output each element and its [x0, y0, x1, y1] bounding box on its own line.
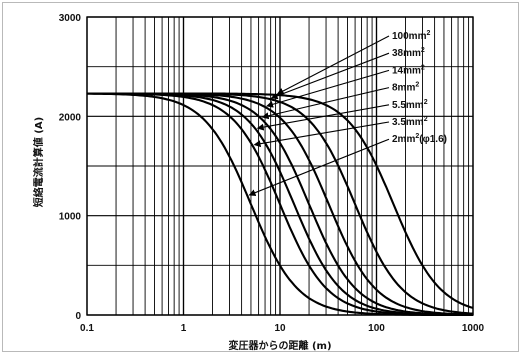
- x-tick-label: 1000: [462, 323, 485, 334]
- legend-arrow-5: [256, 104, 390, 131]
- legend-label-4: 8mm2: [392, 82, 419, 94]
- chart-frame: [2, 2, 519, 352]
- y-tick-labels: 0 1000 2000 3000: [59, 13, 82, 322]
- y-axis-label: 短絡電流計算値 (A): [32, 117, 45, 207]
- y-tick-label: 2000: [59, 112, 82, 123]
- legend-label-6: 3.5mm2: [392, 116, 428, 128]
- x-tick-label: 0.1: [80, 323, 94, 334]
- legend-label-2: 38mm2: [392, 47, 425, 59]
- plot-border: [86, 16, 474, 316]
- legend-arrow-2: [270, 52, 390, 100]
- x-tick-labels: 0.1 1 10 100 1000: [80, 323, 485, 334]
- x-tick-label: 10: [274, 323, 286, 334]
- x-tick-label: 100: [368, 323, 385, 334]
- legend-arrow-1: [276, 35, 390, 95]
- y-tick-label: 3000: [59, 13, 82, 24]
- grid-lines: [86, 16, 474, 316]
- y-tick-label: 1000: [59, 212, 82, 223]
- legend-label-5: 5.5mm2: [392, 99, 428, 111]
- x-axis-label: 変圧器からの距離 (m): [228, 339, 331, 352]
- legend-label-7: 2mm2(φ1.6): [392, 133, 447, 145]
- series-curves: [87, 92, 474, 317]
- legend-arrow-7: [248, 138, 390, 196]
- series-line-7: [87, 92, 473, 317]
- x-tick-label: 1: [181, 323, 187, 334]
- legend-arrow-4: [261, 87, 390, 120]
- legend-arrow-6: [253, 121, 390, 148]
- legend-label-3: 14mm2: [392, 64, 425, 76]
- legend: 100mm2 38mm2 14mm2 8mm2 5.5mm2 3.5mm2 2mm2(φ1.…: [248, 30, 447, 196]
- legend-label-1: 100mm2: [392, 30, 430, 42]
- y-tick-label: 0: [75, 311, 81, 322]
- legend-arrow-3: [266, 69, 390, 108]
